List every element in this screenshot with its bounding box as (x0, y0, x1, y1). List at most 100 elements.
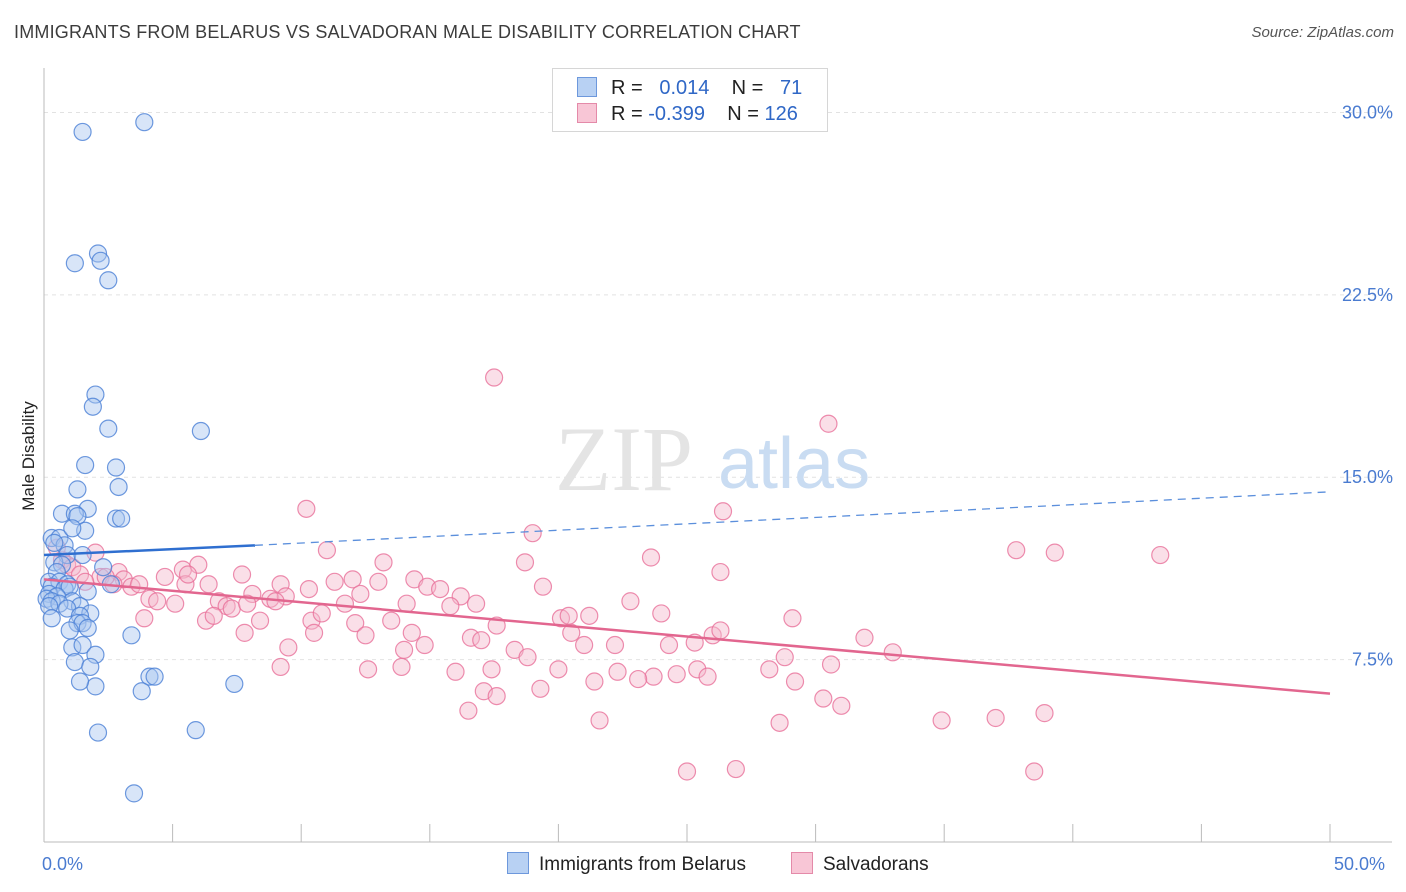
belarus-point (73, 122, 92, 142)
belarus-trend-solid (43, 544, 255, 557)
belarus-swatch (577, 77, 597, 97)
belarus-point (68, 480, 87, 499)
salvadorans-n-value: 126 (764, 103, 798, 125)
salvadorans-point (472, 631, 491, 650)
salvadorans-point (394, 640, 414, 659)
salvadorans-point (392, 657, 411, 677)
salvadorans-point (629, 669, 648, 689)
salvadorans-point (621, 592, 640, 611)
salvadorans-point (832, 696, 851, 715)
belarus-point (109, 477, 128, 497)
salvadorans-point (515, 553, 535, 572)
y-tick-label: 22.5% (1342, 285, 1393, 305)
watermark: ZIP atlas (555, 408, 870, 510)
watermark-zip: ZIP (555, 408, 693, 510)
salvadorans-point (770, 713, 789, 732)
salvadorans-point (644, 667, 663, 686)
salvadorans-point (487, 616, 506, 635)
belarus-point (91, 251, 110, 270)
belarus-r-value: 0.014 (659, 77, 710, 99)
salvadorans-point (325, 572, 344, 591)
salvadorans-point (397, 594, 416, 613)
source-label: Source: ZipAtlas.com (1251, 24, 1394, 41)
salvadorans-point (855, 628, 874, 647)
n-label: N = (731, 77, 764, 99)
salvadorans-point (166, 594, 185, 613)
belarus-point (68, 614, 87, 633)
salvadorans-point (482, 660, 501, 679)
x-tick-label-max: 50.0% (1334, 854, 1385, 874)
salvadorans-point (659, 635, 679, 655)
salvadorans-point (317, 541, 337, 560)
belarus-point (42, 609, 61, 628)
belarus-points (37, 113, 244, 803)
legend-item-salvadorans[interactable]: Salvadorans (791, 852, 929, 876)
salvadorans-point (783, 609, 802, 628)
belarus-point (99, 419, 118, 438)
salvadorans-point (821, 655, 841, 674)
trend-lines (43, 491, 1331, 695)
salvadorans-point (130, 575, 149, 594)
salvadorans-point (986, 708, 1005, 728)
salvadorans-point (346, 614, 365, 633)
salvadorans-point (466, 594, 486, 613)
salvadorans-point (585, 672, 604, 691)
salvadorans-point (222, 599, 241, 618)
salvadorans-point (1035, 704, 1054, 723)
legend-item-belarus[interactable]: Immigrants from Belarus (507, 852, 746, 876)
salvadorans-point (518, 648, 537, 667)
belarus-point (65, 652, 84, 672)
salvadorans-point (250, 611, 270, 630)
salvadorans-point (580, 606, 599, 625)
salvadorans-point (711, 562, 730, 582)
belarus-point (132, 682, 151, 701)
salvadorans-point (590, 711, 609, 730)
belarus-legend-swatch (507, 852, 529, 874)
salvadorans-point (415, 635, 434, 655)
salvadorans-point (785, 672, 805, 691)
salvadorans-point (688, 660, 707, 679)
salvadorans-legend-swatch (791, 852, 813, 874)
x-tick-label-min: 0.0% (42, 854, 83, 874)
salvadorans-point (374, 553, 393, 572)
salvadorans-point (1151, 545, 1170, 565)
belarus-point (94, 558, 113, 577)
belarus-point (76, 455, 95, 475)
belarus-point (81, 657, 100, 677)
chart-title: IMMIGRANTS FROM BELARUS VS SALVADORAN MA… (14, 22, 801, 42)
salvadorans-point (1025, 762, 1044, 781)
salvadorans-point (232, 565, 252, 584)
salvadorans-point (608, 662, 627, 681)
salvadorans-point (533, 577, 553, 596)
y-tick-labels: 7.5% 15.0% 22.5% 30.0% (1342, 102, 1393, 669)
belarus-point (83, 397, 102, 416)
salvadorans-point (819, 414, 838, 433)
legend-row-belarus: R = 0.014 N = 71 (577, 77, 802, 101)
salvadorans-point (382, 611, 401, 630)
salvadorans-point (559, 606, 578, 625)
salvadorans-point (312, 604, 331, 623)
salvadorans-point (605, 635, 625, 655)
belarus-point (65, 504, 84, 523)
belarus-point (106, 458, 126, 477)
salvadorans-point (726, 759, 745, 779)
belarus-point (65, 254, 84, 273)
belarus-point (88, 723, 108, 742)
salvadorans-point (178, 565, 198, 584)
belarus-legend-label: Immigrants from Belarus (539, 854, 746, 875)
salvadorans-point (883, 643, 902, 662)
salvadorans-point (677, 762, 697, 781)
y-tick-label: 30.0% (1342, 102, 1393, 122)
salvadorans-point (1007, 541, 1026, 560)
salvadorans-point (713, 502, 733, 521)
salvadorans-point (485, 368, 504, 387)
salvadorans-point (775, 648, 794, 667)
salvadorans-point (199, 575, 218, 594)
belarus-point (140, 667, 159, 686)
belarus-point (135, 113, 154, 132)
belarus-n-value: 71 (780, 77, 803, 99)
belarus-point (70, 672, 90, 691)
salvadorans-point (531, 679, 550, 698)
salvadorans-point (335, 594, 355, 613)
salvadorans-point (343, 570, 362, 589)
